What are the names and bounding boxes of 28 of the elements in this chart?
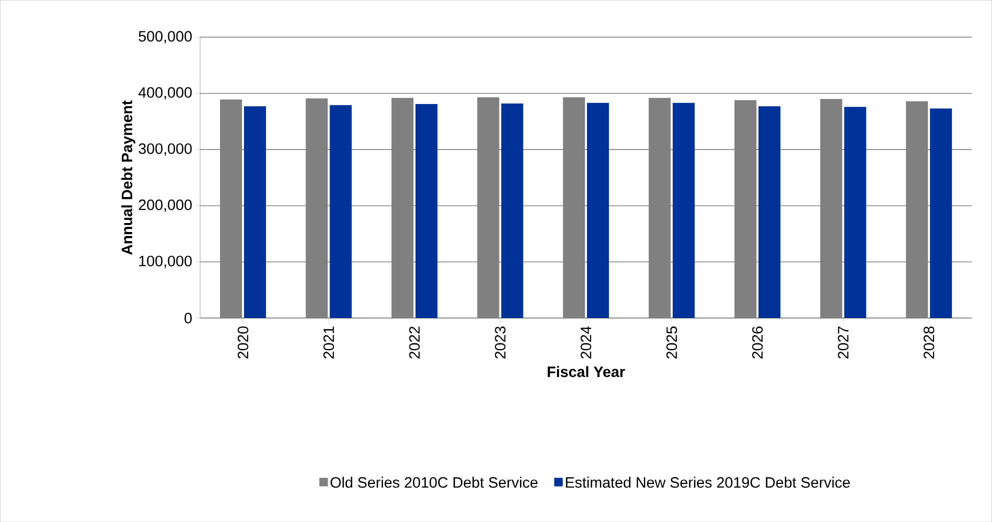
bar	[930, 108, 952, 318]
y-axis-title: Annual Debt Payment	[121, 100, 136, 255]
x-tick-label: 2026	[752, 326, 763, 358]
x-tick-label: 2025	[666, 326, 678, 358]
x-tick-label: 2028	[924, 326, 934, 358]
bar	[844, 106, 866, 318]
y-tick-label: 100,000	[139, 256, 192, 268]
y-tick-label: 300,000	[138, 143, 192, 156]
x-tick-label: 2020	[238, 326, 248, 358]
y-tick-label: 0	[184, 312, 192, 324]
bar	[672, 102, 695, 318]
x-tick-label: 2021	[323, 326, 334, 358]
y-tick-label: 400,000	[138, 87, 192, 100]
x-axis-title: Fiscal Year	[548, 366, 625, 378]
x-tick-label: 2024	[580, 326, 592, 358]
bar	[415, 104, 438, 318]
x-tick-label: 2023	[494, 326, 506, 358]
y-tick-label: 200,000	[138, 199, 192, 212]
y-tick-label: 500,000	[138, 30, 192, 44]
x-tick-label: 2022	[409, 326, 420, 358]
bar	[758, 106, 780, 318]
bar	[501, 103, 524, 318]
bar	[244, 106, 266, 318]
x-tick-label: 2027	[838, 326, 848, 358]
bar	[586, 102, 609, 318]
legend-label: Old Series 2010C Debt Service	[330, 476, 538, 488]
bar	[330, 105, 352, 318]
legend-label: Estimated New Series 2019C Debt Service	[566, 476, 850, 488]
